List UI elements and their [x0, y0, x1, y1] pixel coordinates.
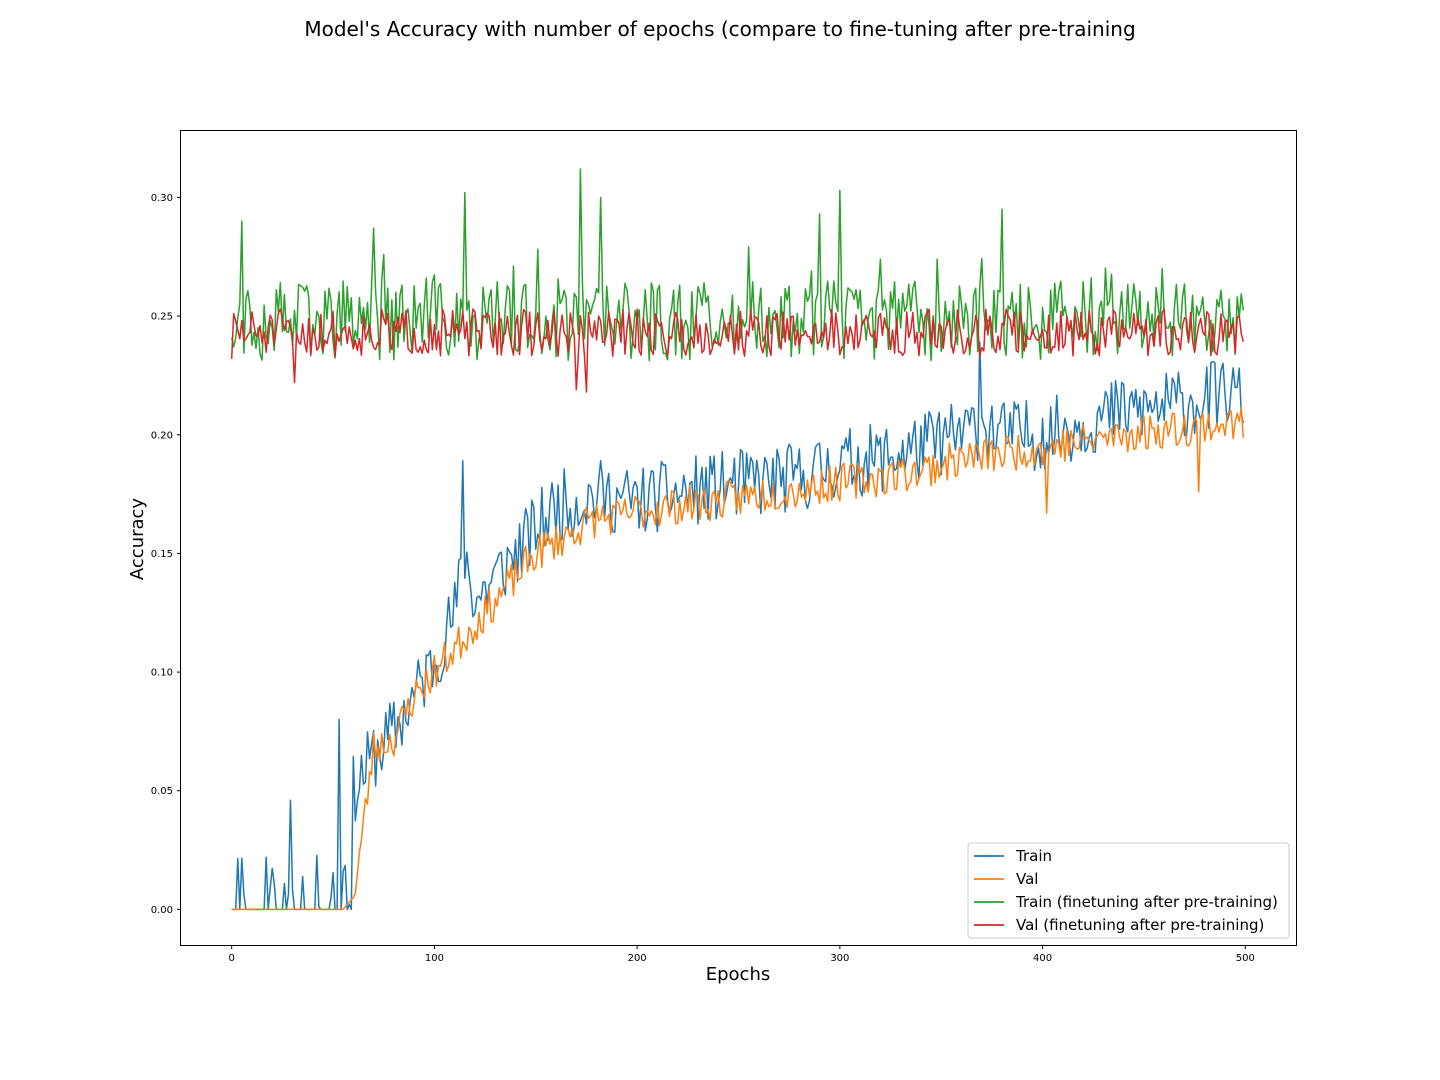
y-tick-label: 0.30 [151, 193, 173, 204]
y-axis-ticks: 0.00 0.05 0.10 0.15 0.20 0.25 0.30 [151, 193, 181, 916]
legend-box [967, 842, 1290, 939]
legend-label: Train (finetuning after pre-training) [1015, 893, 1278, 911]
x-tick-label: 100 [425, 953, 444, 964]
x-tick-label: 300 [830, 953, 849, 964]
y-tick-label: 0.20 [151, 430, 173, 441]
legend-label: Val (finetuning after pre-training) [1016, 916, 1264, 934]
legend: Train Val Train (finetuning after pre-trai… [967, 842, 1290, 939]
series-line-1 [231, 341, 1245, 911]
series-line-2 [231, 407, 1245, 911]
y-tick-label: 0.05 [151, 786, 173, 797]
y-tick-label: 0.00 [151, 905, 173, 916]
x-tick-label: 0 [228, 953, 234, 964]
plot-frame [180, 130, 1297, 946]
x-tick-label: 400 [1033, 953, 1052, 964]
series-line-4 [230, 308, 1245, 393]
y-tick-label: 0.15 [151, 549, 173, 560]
y-tick-label: 0.25 [151, 312, 173, 323]
y-tick-label: 0.10 [151, 668, 173, 679]
x-axis-ticks: 0 100 200 300 400 500 [228, 945, 1255, 964]
legend-label: Train [1015, 847, 1052, 865]
legend-label: Val [1016, 870, 1038, 888]
x-tick-label: 500 [1236, 953, 1255, 964]
x-axis-label: Epochs [706, 964, 771, 985]
x-tick-label: 200 [628, 953, 647, 964]
plot-lines [230, 168, 1245, 911]
y-axis-label: Accuracy [127, 498, 148, 581]
chart-title: Model's Accuracy with number of epochs (… [304, 17, 1135, 41]
